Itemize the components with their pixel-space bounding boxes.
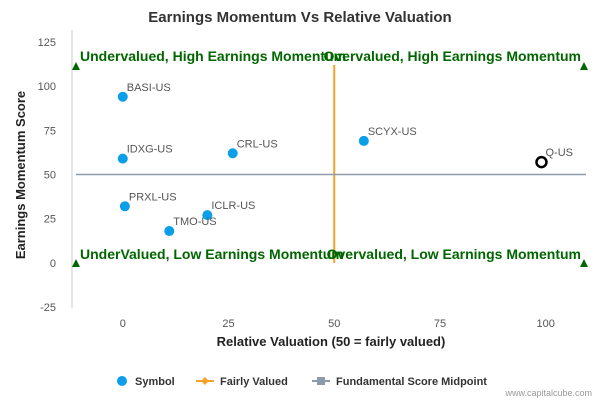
quadrant-marker-icon bbox=[580, 62, 588, 70]
legend-fairly-valued-label[interactable]: Fairly Valued bbox=[220, 376, 288, 388]
legend-symbol-marker[interactable] bbox=[117, 376, 127, 386]
scatter-points: BASI-US IDXG-US CRL-US SCYX-US PRXL-US ICLR-U… bbox=[117, 82, 573, 237]
point-label: PRXL-US bbox=[129, 191, 177, 203]
legend-fairly-valued-diamond-icon[interactable] bbox=[201, 377, 209, 385]
point-label: BASI-US bbox=[127, 82, 171, 94]
scatter-point[interactable] bbox=[227, 148, 238, 159]
x-tick-label: 100 bbox=[537, 318, 555, 330]
x-tick-label: 50 bbox=[328, 318, 340, 330]
x-tick-label: 75 bbox=[434, 318, 446, 330]
y-tick-label: 125 bbox=[38, 37, 56, 49]
legend-midpoint-label[interactable]: Fundamental Score Midpoint bbox=[336, 376, 487, 388]
quadrant-label-top-right: Overvalued, High Earnings Momentum bbox=[324, 48, 582, 64]
y-tick-label: -25 bbox=[40, 302, 56, 314]
point-label: ICLR-US bbox=[211, 200, 255, 212]
quadrant-label-top-left: Undervalued, High Earnings Momentum bbox=[80, 48, 346, 64]
y-tick-labels: -25 0 25 50 75 100 125 bbox=[38, 37, 56, 314]
y-tick-label: 0 bbox=[50, 258, 56, 270]
credit-text[interactable]: www.capitalcube.com bbox=[504, 388, 592, 398]
legend-midpoint-square-icon[interactable] bbox=[317, 377, 325, 385]
scatter-point[interactable] bbox=[358, 135, 369, 146]
quadrant-marker-icon bbox=[72, 62, 80, 70]
quadrant-label-bottom-right: Overvalued, Low Earnings Momentum bbox=[327, 246, 581, 262]
point-label: Q-US bbox=[545, 147, 573, 159]
y-tick-label: 100 bbox=[38, 81, 56, 93]
scatter-point[interactable] bbox=[202, 210, 213, 221]
quadrant-marker-icon bbox=[72, 259, 80, 267]
chart-title: Earnings Momentum Vs Relative Valuation bbox=[148, 9, 451, 26]
y-axis-title: Earnings Momentum Score bbox=[13, 91, 28, 259]
point-label: CRL-US bbox=[237, 138, 278, 150]
scatter-point[interactable] bbox=[117, 153, 128, 164]
point-label: SCYX-US bbox=[368, 126, 417, 138]
x-tick-label: 0 bbox=[120, 318, 126, 330]
y-tick-label: 25 bbox=[44, 214, 56, 226]
x-axis-title: Relative Valuation (50 = fairly valued) bbox=[217, 334, 446, 349]
scatter-point[interactable] bbox=[164, 226, 175, 237]
x-tick-labels: 0 25 50 75 100 bbox=[120, 318, 555, 330]
quadrant-markers bbox=[72, 62, 588, 267]
x-tick-label: 25 bbox=[222, 318, 234, 330]
scatter-point[interactable] bbox=[119, 201, 130, 212]
quadrant-label-bottom-left: UnderValued, Low Earnings Momentum bbox=[80, 246, 344, 262]
scatter-point[interactable] bbox=[535, 155, 548, 169]
y-tick-label: 50 bbox=[44, 170, 56, 182]
point-label: TMO-US bbox=[173, 216, 216, 228]
legend: Symbol Fairly Valued Fundamental Score M… bbox=[117, 376, 487, 388]
y-tick-label: 75 bbox=[44, 125, 56, 137]
quadrant-marker-icon bbox=[580, 259, 588, 267]
scatter-point[interactable] bbox=[117, 91, 128, 102]
point-label: IDXG-US bbox=[127, 144, 173, 156]
legend-symbol-label[interactable]: Symbol bbox=[135, 376, 175, 388]
